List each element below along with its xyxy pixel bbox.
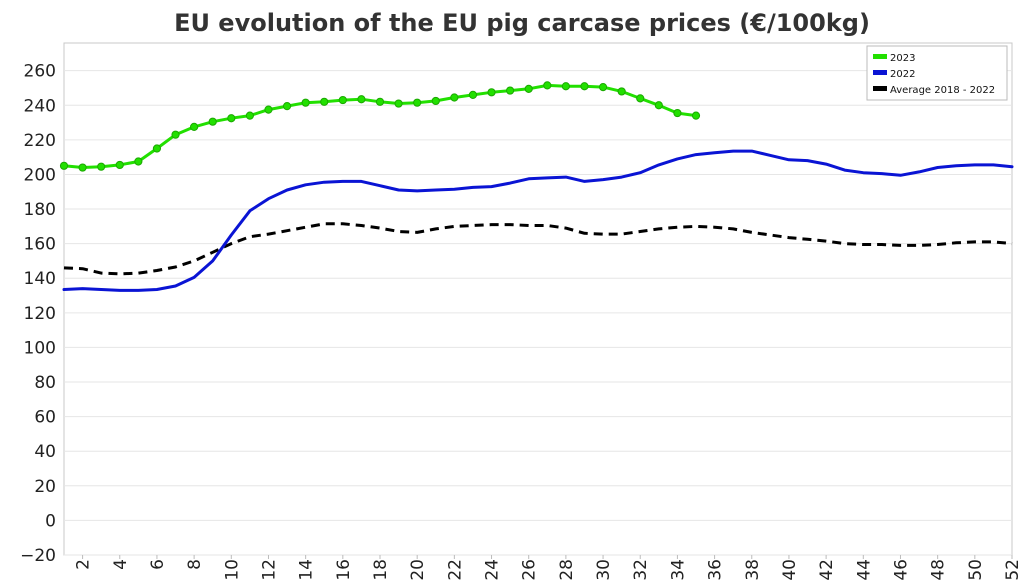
x-tick-label: 46 — [891, 559, 911, 581]
series-marker-2023 — [301, 98, 310, 107]
legend-swatch — [873, 70, 887, 75]
y-tick-label: 240 — [24, 96, 56, 116]
series-marker-2023 — [691, 111, 701, 120]
series-marker-2023 — [59, 161, 69, 170]
grid-lines — [64, 70, 1012, 556]
x-tick-label: 6 — [148, 559, 168, 570]
y-tick-label: 220 — [24, 131, 56, 151]
legend-swatch — [873, 54, 887, 59]
x-tick-label: 52 — [1003, 559, 1023, 581]
series-marker-2023 — [245, 111, 254, 120]
series-marker-2023 — [115, 160, 124, 170]
series-marker-2023 — [338, 95, 347, 105]
x-tick-label: 36 — [706, 559, 726, 581]
series-marker-2023 — [190, 122, 199, 131]
series-marker-2023 — [468, 90, 478, 99]
legend-label: 2022 — [890, 69, 915, 80]
x-tick-label: 30 — [594, 559, 614, 581]
plot-area — [63, 42, 1013, 556]
series-marker-2023 — [413, 98, 422, 107]
x-tick-label: 42 — [817, 559, 837, 581]
chart-title: EU evolution of the EU pig carcase price… — [174, 9, 870, 37]
series-marker-2023 — [320, 97, 329, 106]
y-tick-label: 60 — [34, 408, 56, 428]
series-marker-2023 — [357, 95, 366, 104]
x-tick-label: 8 — [185, 559, 205, 570]
y-tick-label: 140 — [24, 269, 56, 289]
x-tick-label: 26 — [520, 559, 540, 581]
y-tick-label: 120 — [24, 304, 56, 324]
x-tick-label: 14 — [297, 559, 317, 581]
y-tick-label: 40 — [34, 442, 56, 462]
x-tick-label: 2 — [74, 559, 94, 570]
x-tick-label: 10 — [222, 559, 242, 581]
x-tick-label: 12 — [259, 559, 279, 581]
series-marker-2023 — [487, 88, 496, 97]
x-tick-label: 20 — [408, 559, 428, 581]
series-marker-2023 — [227, 114, 236, 123]
series-marker-2023 — [431, 96, 440, 106]
x-tick-label: 44 — [854, 559, 874, 581]
legend-label: Average 2018 - 2022 — [890, 85, 995, 96]
legend-swatch — [873, 86, 887, 91]
series-marker-2023 — [134, 157, 143, 166]
series-line-average-2018-2022 — [63, 222, 1013, 276]
x-tick-label: 40 — [780, 559, 800, 581]
x-tick-label: 4 — [111, 559, 131, 570]
legend-box — [866, 45, 1008, 101]
y-tick-label: 160 — [24, 235, 56, 255]
series-marker-2023 — [264, 105, 273, 114]
legend: 2023 2022 Average 2018 - 2022 — [866, 45, 1008, 101]
series-marker-2023 — [636, 94, 645, 103]
y-tick-label: −20 — [20, 546, 56, 566]
x-tick-label: 16 — [334, 559, 354, 581]
series-marker-2023 — [654, 101, 663, 110]
x-tick-label: 50 — [966, 559, 986, 581]
series-marker-2023 — [282, 102, 292, 111]
x-tick-label: 48 — [929, 559, 949, 581]
x-tick-label: 34 — [668, 559, 688, 581]
series-marker-2023 — [152, 144, 162, 153]
legend-label: 2023 — [890, 53, 915, 64]
series-marker-2023 — [450, 93, 459, 102]
y-tick-label: 100 — [24, 338, 56, 358]
series-marker-2023 — [673, 108, 682, 118]
series-line-2022 — [62, 149, 1014, 292]
series-marker-2023 — [617, 87, 626, 96]
y-tick-label: 180 — [24, 200, 56, 220]
series-marker-2023 — [78, 163, 87, 172]
x-tick-label: 22 — [445, 559, 465, 581]
x-tick-label: 18 — [371, 559, 391, 581]
series-marker-2023 — [506, 86, 515, 95]
y-tick-label: 0 — [45, 511, 56, 531]
series-marker-2023 — [97, 162, 106, 171]
x-tick-label: 24 — [483, 559, 503, 581]
series-marker-2023 — [598, 83, 608, 92]
series-marker-2023 — [208, 117, 217, 126]
tick-labels: −200204060801001201401601802002202402602… — [20, 62, 1023, 581]
y-tick-label: 260 — [24, 62, 56, 82]
y-tick-label: 200 — [24, 165, 56, 185]
y-tick-label: 80 — [34, 373, 56, 393]
y-tick-label: 20 — [34, 477, 56, 497]
x-tick-label: 32 — [631, 559, 651, 581]
series-marker-2023 — [543, 81, 552, 90]
series-marker-2023 — [394, 99, 403, 108]
series-marker-2023 — [524, 84, 533, 93]
x-tick-label: 28 — [557, 559, 577, 581]
series-marker-2023 — [580, 82, 589, 91]
series-marker-2023 — [561, 82, 570, 91]
series-lines — [59, 81, 1014, 292]
series-marker-2023 — [375, 97, 385, 106]
x-tick-label: 38 — [743, 559, 763, 581]
series-marker-2023 — [171, 130, 180, 139]
